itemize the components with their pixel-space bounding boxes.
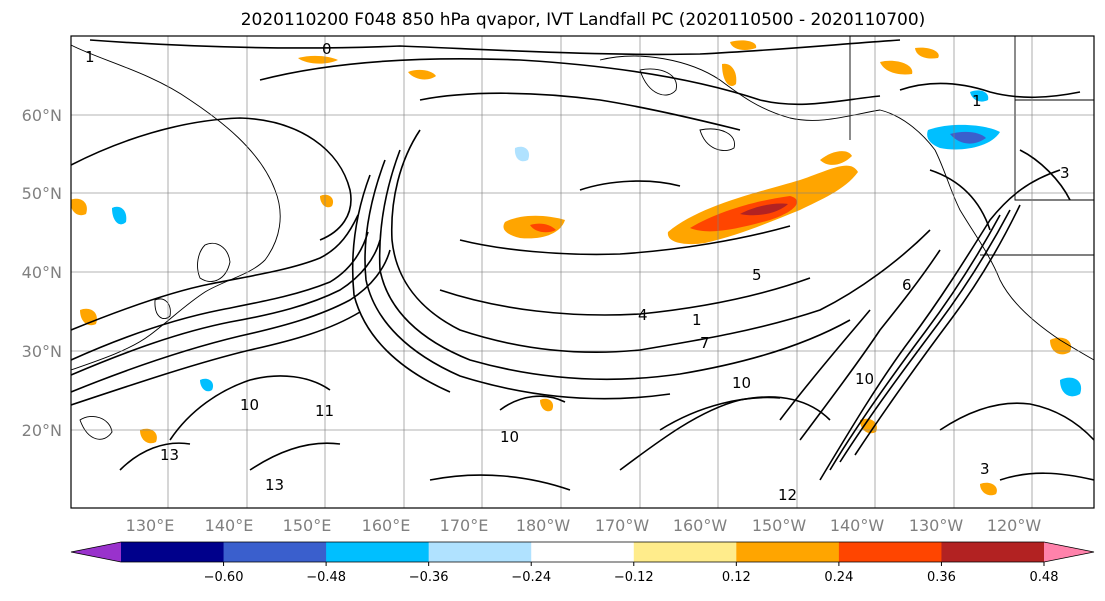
colorbar-tick-label: 0.48 xyxy=(1030,570,1059,585)
contour-label-layer: 0 1 1 3 4 5 6 7 10 10 10 10 12 13 13 11 … xyxy=(85,40,1070,504)
contour-label: 10 xyxy=(240,396,259,414)
lon-label: 120°W xyxy=(987,516,1042,535)
lat-label-20n: 20°N xyxy=(22,421,62,440)
contour-lines xyxy=(71,39,1094,491)
shaded-anomaly-areas xyxy=(71,40,1082,496)
colorbar-extend-high xyxy=(1044,542,1094,562)
contour-label: 6 xyxy=(902,276,912,294)
lon-label: 140°W xyxy=(830,516,885,535)
lon-label: 170°W xyxy=(595,516,650,535)
graticule xyxy=(71,36,1094,508)
colorbar-swatch xyxy=(633,542,737,562)
colorbar-swatch xyxy=(428,542,532,562)
colorbar-swatch xyxy=(941,542,1045,562)
colorbar-tick-label: −0.12 xyxy=(614,570,654,585)
contour-label: 1 xyxy=(972,92,982,110)
contour-label: 10 xyxy=(855,370,874,388)
contour-label: 13 xyxy=(160,446,179,464)
contour-label: 1 xyxy=(692,311,702,329)
colorbar-swatch xyxy=(121,542,225,562)
lat-label-50n: 50°N xyxy=(22,184,62,203)
latitude-labels: 60°N 50°N 40°N 30°N 20°N xyxy=(22,106,62,440)
contour-label: 3 xyxy=(980,460,990,478)
contour-label: 13 xyxy=(265,476,284,494)
lon-label: 150°E xyxy=(283,516,332,535)
colorbar-tick-label: 0.12 xyxy=(722,570,751,585)
contour-label: 3 xyxy=(1060,164,1070,182)
lon-label: 130°W xyxy=(909,516,964,535)
contour-label: 1 xyxy=(85,48,95,66)
colorbar-tick-label: 0.24 xyxy=(824,570,853,585)
contour-label: 0 xyxy=(322,40,332,58)
colorbar-swatch xyxy=(838,542,942,562)
lon-label: 160°W xyxy=(673,516,728,535)
map-panel: 0 1 1 3 4 5 6 7 10 10 10 10 12 13 13 11 … xyxy=(70,35,1095,509)
lat-label-40n: 40°N xyxy=(22,263,62,282)
colorbar-swatch xyxy=(326,542,430,562)
lon-label: 130°E xyxy=(126,516,175,535)
colorbar-swatch xyxy=(223,542,327,562)
colorbar-ticks: −0.60 −0.48 −0.36 −0.24 −0.12 0.12 0.24 0.36 0.4… xyxy=(204,562,1059,585)
colorbar-tick-label: 0.36 xyxy=(927,570,956,585)
colorbar-tick-label: −0.36 xyxy=(409,570,449,585)
figure-title: 2020110200 F048 850 hPa qvapor, IVT Land… xyxy=(241,10,926,30)
contour-label: 4 xyxy=(638,306,648,324)
lat-label-30n: 30°N xyxy=(22,342,62,361)
lon-label: 140°E xyxy=(205,516,254,535)
colorbar-tick-label: −0.48 xyxy=(306,570,346,585)
colorbar-tick-label: −0.24 xyxy=(511,570,551,585)
lat-label-60n: 60°N xyxy=(22,106,62,125)
colorbar-tick-label: −0.60 xyxy=(204,570,244,585)
longitude-labels: 130°E 140°E 150°E 160°E 170°E 180°W 170°… xyxy=(126,516,1042,535)
lon-label: 150°W xyxy=(752,516,807,535)
colorbar-swatch xyxy=(736,542,840,562)
contour-label: 11 xyxy=(315,402,334,420)
contour-label: 12 xyxy=(778,486,797,504)
contour-label: 5 xyxy=(752,266,762,284)
contour-label: 7 xyxy=(700,334,710,352)
colorbar: −0.60 −0.48 −0.36 −0.24 −0.12 0.12 0.24 0.36 0.4… xyxy=(70,541,1095,585)
contour-label: 10 xyxy=(500,428,519,446)
colorbar-swatch xyxy=(531,542,635,562)
colorbar-extend-low xyxy=(71,542,121,562)
contour-label: 10 xyxy=(732,374,751,392)
lon-label: 170°E xyxy=(440,516,489,535)
lon-label: 180°W xyxy=(516,516,571,535)
colorbar-outline xyxy=(70,541,1095,563)
coastlines xyxy=(71,36,1094,440)
colorbar-swatches xyxy=(70,541,1095,563)
lon-label: 160°E xyxy=(362,516,411,535)
